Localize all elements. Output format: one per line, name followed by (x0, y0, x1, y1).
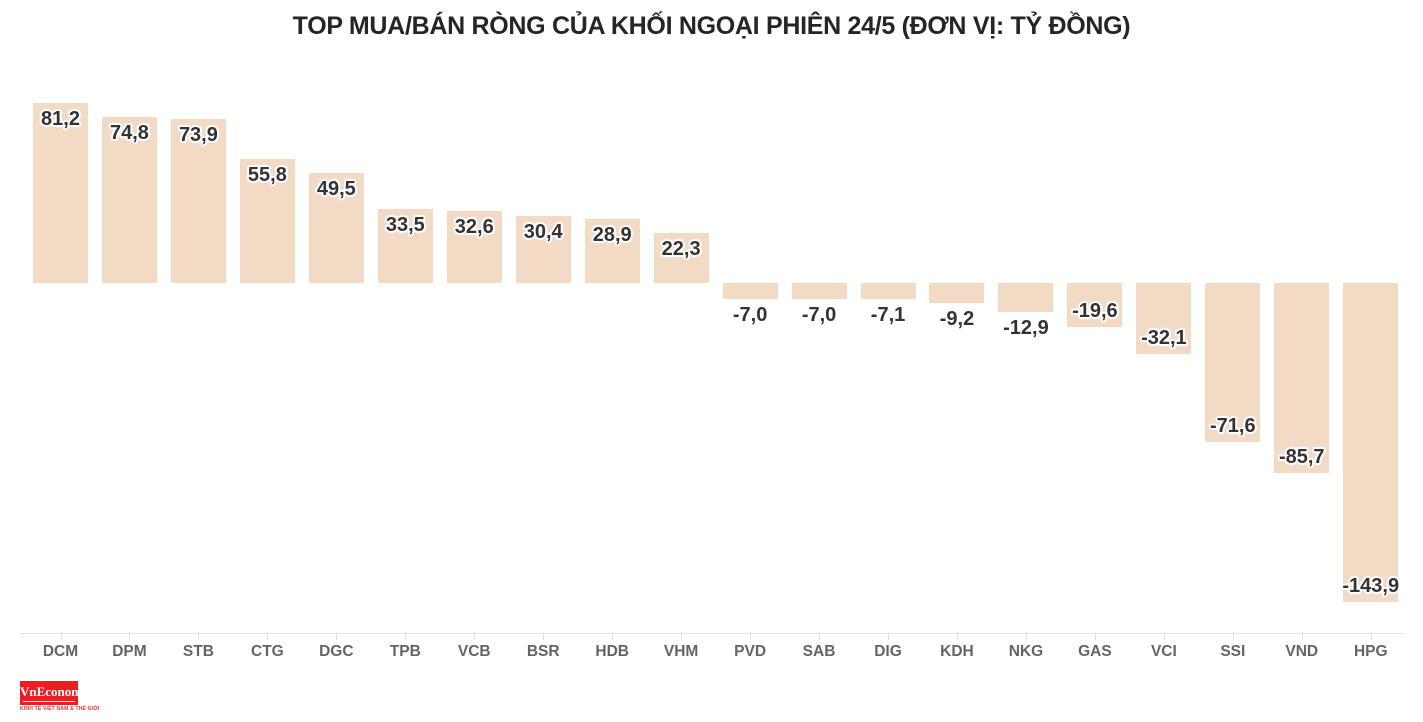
x-axis-tick (405, 633, 407, 640)
bar-DPM (101, 116, 157, 283)
x-axis-tick (612, 633, 614, 640)
bar-PVD (722, 283, 778, 299)
x-axis-line (20, 633, 1405, 634)
x-tick-label-NKG: NKG (1008, 643, 1044, 660)
x-axis-tick (543, 633, 545, 640)
vneconomy-logo-underline (23, 701, 75, 702)
bar-value-label-DIG: -7,1 (870, 303, 906, 326)
bar-VCI (1136, 283, 1192, 355)
x-axis-tick (1094, 633, 1096, 640)
x-tick-label-BSR: BSR (526, 643, 560, 660)
bar-value-label-TPB: 33,5 (385, 213, 425, 236)
vneconomy-logo-tagline: KINH TẾ VIỆT NAM & THẾ GIỚI (20, 706, 100, 712)
x-axis-tick (129, 633, 131, 640)
bar-SSI (1205, 283, 1261, 442)
x-tick-label-VCI: VCI (1150, 643, 1177, 660)
x-axis-tick (1370, 633, 1372, 640)
x-tick-label-TPB: TPB (389, 643, 421, 660)
x-axis-tick (474, 633, 476, 640)
x-tick-label-GAS: GAS (1078, 643, 1112, 660)
bar-value-label-SAB: -7,0 (801, 303, 837, 326)
x-axis-tick (750, 633, 752, 640)
x-tick-label-HPG: HPG (1353, 643, 1388, 660)
bar-KDH (929, 283, 985, 304)
bar-NKG (998, 283, 1054, 312)
x-tick-label-VCB: VCB (457, 643, 491, 660)
x-tick-label-VHM: VHM (663, 643, 699, 660)
bar-value-label-VND: -85,7 (1278, 446, 1325, 469)
bar-value-label-HDB: 28,9 (592, 223, 632, 246)
bar-value-label-DGC: 49,5 (316, 178, 356, 201)
vneconomy-logo-text: VnEconomy (20, 684, 89, 699)
x-tick-label-DGC: DGC (319, 643, 354, 660)
bar-value-label-NKG: -12,9 (1003, 316, 1049, 339)
bar-VHM (653, 233, 709, 283)
x-tick-label-HDB: HDB (595, 643, 629, 660)
x-axis-tick (267, 633, 269, 640)
x-tick-label-PVD: PVD (734, 643, 767, 660)
x-tick-label-KDH: KDH (940, 643, 974, 660)
bar-value-label-DCM: 81,2 (41, 107, 80, 130)
x-tick-label-DIG: DIG (874, 643, 902, 660)
bar-DIG (860, 283, 916, 299)
bar-value-label-VCI: -32,1 (1141, 327, 1187, 350)
x-tick-label-DPM: DPM (112, 643, 147, 660)
x-axis-tick (888, 633, 890, 640)
x-axis-tick (1163, 633, 1165, 640)
x-tick-label-CTG: CTG (251, 643, 284, 660)
bar-value-label-CTG: 55,8 (247, 164, 287, 187)
chart-title: TOP MUA/BÁN RÒNG CỦA KHỐI NGOẠI PHIÊN 24… (292, 12, 1131, 40)
vneconomy-logo: VnEconomy KINH TẾ VIỆT NAM & THẾ GIỚI (20, 681, 99, 712)
x-tick-label-DCM: DCM (42, 643, 79, 660)
bar-value-label-HPG: -143,9 (1342, 575, 1400, 598)
bar-TPB (377, 208, 433, 283)
bar-value-label-STB: 73,9 (178, 123, 218, 146)
x-axis-tick (1301, 633, 1303, 640)
bar-value-label-KDH: -9,2 (939, 308, 975, 331)
x-axis-tick (956, 633, 958, 640)
bar-VCB (446, 210, 502, 283)
x-tick-label-SAB: SAB (802, 643, 836, 660)
bar-STB (170, 118, 226, 283)
bar-value-label-PVD: -7,0 (732, 303, 768, 326)
x-tick-label-STB: STB (182, 643, 214, 660)
bar-value-label-VCB: 32,6 (454, 215, 494, 238)
x-tick-label-SSI: SSI (1220, 643, 1246, 660)
x-axis-tick (1025, 633, 1027, 640)
x-axis-tick (60, 633, 62, 640)
bar-DCM (33, 102, 88, 283)
bar-value-label-BSR: 30,4 (523, 220, 563, 243)
bar-value-label-VHM: 22,3 (661, 238, 701, 261)
bar-BSR (515, 215, 571, 283)
bar-value-label-GAS: -19,6 (1072, 299, 1118, 322)
x-axis-tick (336, 633, 338, 640)
x-tick-label-VND: VND (1285, 643, 1319, 660)
bar-VND (1274, 283, 1330, 474)
x-axis-tick (198, 633, 200, 640)
bar-HPG (1343, 283, 1399, 603)
bar-HDB (584, 218, 640, 283)
bar-SAB (791, 283, 847, 299)
bar-value-label-SSI: -71,6 (1210, 414, 1256, 437)
bar-CTG (239, 159, 295, 283)
x-axis-tick (1232, 633, 1234, 640)
bar-value-label-DPM: 74,8 (109, 121, 149, 144)
x-axis-tick (819, 633, 821, 640)
bar-DGC (308, 173, 364, 283)
x-axis-tick (681, 633, 683, 640)
vneconomy-logo-box: VnEconomy (20, 681, 89, 705)
bar-GAS (1067, 283, 1123, 327)
